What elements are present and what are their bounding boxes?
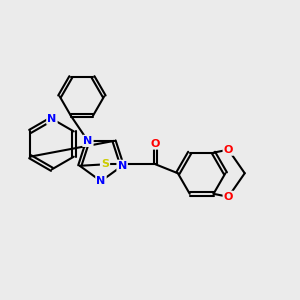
Text: S: S [101,159,109,169]
Text: N: N [47,114,56,124]
Text: O: O [151,139,160,148]
Text: O: O [224,145,233,155]
Text: N: N [96,176,106,186]
Text: O: O [224,192,233,202]
Text: N: N [83,136,92,146]
Text: N: N [118,161,127,171]
